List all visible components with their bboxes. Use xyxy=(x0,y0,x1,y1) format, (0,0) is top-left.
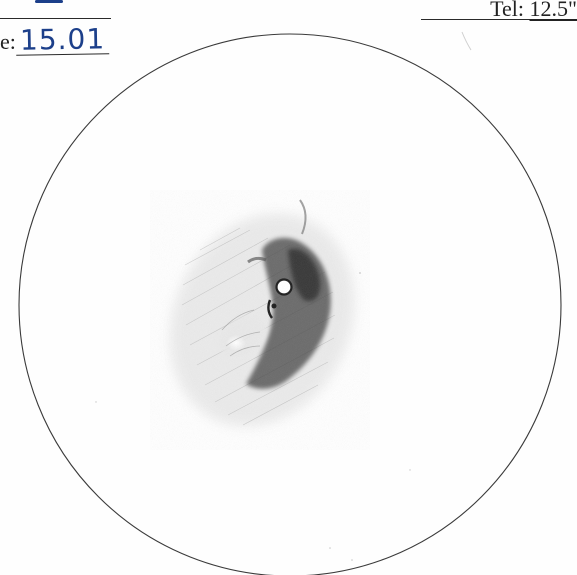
header-rule-left xyxy=(0,18,111,19)
telescope-field: Tel: 12.5" xyxy=(490,0,577,22)
date-label: e: xyxy=(0,29,16,54)
field-of-view-circle xyxy=(18,33,562,575)
header-rule-right xyxy=(421,19,577,20)
telescope-value: 12.5" xyxy=(529,0,577,21)
pencil-grain xyxy=(150,190,370,450)
pen-stroke-fragment xyxy=(35,0,63,3)
faint-field-marks xyxy=(95,272,411,561)
stray-mark xyxy=(461,31,472,51)
date-field: e: 15.01 xyxy=(0,22,110,57)
telescope-label: Tel: xyxy=(490,0,525,21)
